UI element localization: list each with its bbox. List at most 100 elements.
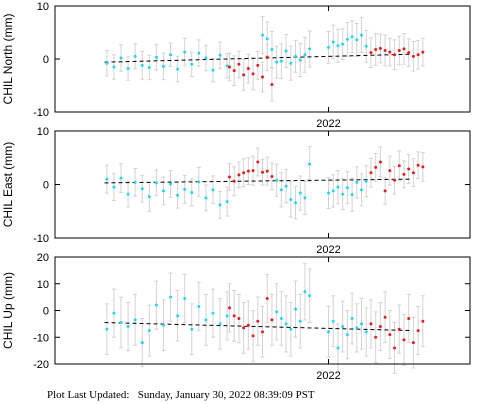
data-point (397, 164, 401, 168)
data-point (154, 55, 158, 59)
data-point (225, 200, 229, 204)
data-point (211, 311, 215, 315)
y-tick-label: 10 (37, 126, 49, 138)
data-point (227, 175, 231, 179)
data-point (246, 169, 250, 173)
data-point (383, 315, 387, 319)
data-point (284, 184, 288, 188)
x-tick-label: 2022 (316, 118, 340, 130)
y-tick-label: -20 (33, 359, 49, 371)
data-point (190, 191, 194, 195)
data-point (294, 201, 298, 205)
data-point (246, 67, 250, 71)
data-point (336, 44, 340, 48)
data-point (265, 55, 269, 59)
data-point (119, 321, 123, 325)
data-point (374, 165, 378, 169)
data-point (364, 44, 368, 48)
y-tick-label: 0 (43, 54, 49, 66)
data-point (232, 179, 236, 183)
data-point (364, 330, 368, 334)
data-point (261, 170, 264, 174)
data-point (388, 50, 392, 54)
data-point (133, 54, 137, 58)
data-point (402, 47, 406, 51)
data-point (204, 196, 208, 200)
data-point (360, 33, 364, 37)
footer-label: Plot Last Updated: (47, 389, 130, 401)
data-point (211, 68, 215, 72)
data-point (374, 47, 378, 51)
data-point (204, 56, 208, 60)
data-point (251, 72, 255, 76)
data-point (251, 334, 255, 338)
data-point (374, 335, 378, 339)
data-point (360, 188, 364, 192)
data-point (397, 327, 401, 331)
data-point (350, 317, 354, 321)
data-point (218, 203, 222, 207)
data-point (183, 50, 187, 54)
data-point (279, 188, 283, 192)
data-point (197, 304, 201, 308)
data-point (303, 196, 307, 200)
x-tick-label: 2022 (316, 244, 340, 256)
data-point (169, 53, 173, 57)
data-point (350, 35, 354, 39)
data-point (378, 46, 382, 50)
data-point (383, 49, 387, 53)
data-point (393, 178, 397, 182)
data-point (331, 40, 335, 44)
data-point (298, 319, 302, 323)
data-point (294, 307, 298, 311)
data-point (126, 325, 130, 329)
data-point (218, 322, 222, 326)
data-point (154, 303, 158, 307)
data-point (105, 327, 109, 331)
data-point (416, 329, 420, 333)
data-point (256, 319, 260, 323)
up-panel: -20 -10 0 10 20 2022 CHIL Up (mm) (1, 252, 471, 382)
data-point (265, 296, 269, 300)
data-point (140, 187, 144, 191)
y-tick-label: 10 (37, 279, 49, 291)
data-point (331, 319, 335, 323)
data-point (161, 64, 165, 68)
data-point (284, 49, 288, 53)
data-point (303, 53, 307, 57)
data-point (112, 311, 116, 315)
data-point (246, 323, 250, 327)
data-point (176, 193, 180, 197)
y-tick-label: 0 (43, 180, 49, 192)
data-point (341, 325, 345, 329)
east-panel: -10 0 10 2022 CHIL East (mm) (1, 126, 471, 256)
data-point (355, 326, 359, 330)
data-point (176, 67, 180, 71)
data-point (265, 37, 269, 41)
x-tick-label: 2022 (316, 370, 340, 382)
data-point (147, 195, 151, 199)
data-point (119, 56, 123, 60)
trend-line (104, 322, 412, 332)
data-point (294, 54, 298, 58)
data-point (402, 338, 406, 342)
data-point (176, 314, 180, 318)
data-point (225, 64, 229, 68)
data-point (369, 322, 373, 326)
data-point (350, 193, 354, 197)
data-point (147, 329, 151, 333)
y-tick-label: -10 (33, 233, 49, 245)
data-point (341, 192, 345, 196)
data-point (345, 333, 349, 337)
data-point (232, 314, 236, 318)
data-point (341, 42, 345, 46)
data-point (154, 181, 158, 185)
data-point (261, 330, 264, 334)
data-point (225, 314, 229, 318)
data-point (270, 174, 274, 178)
data-point (308, 162, 312, 166)
data-point (345, 186, 349, 190)
data-point (355, 38, 359, 42)
data-point (256, 160, 260, 164)
